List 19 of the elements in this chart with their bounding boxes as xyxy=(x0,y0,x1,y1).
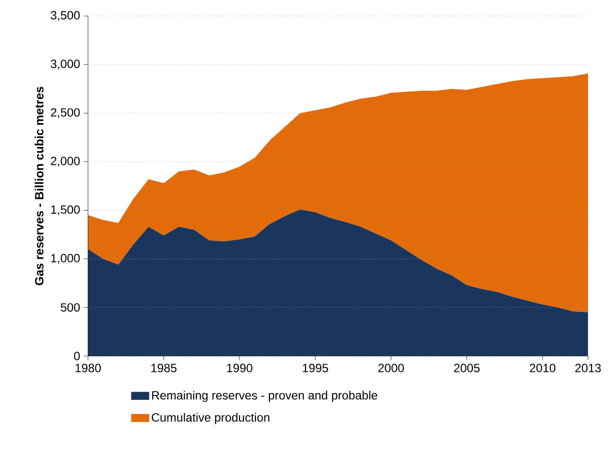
y-tick-label: 1,500 xyxy=(51,205,80,216)
x-tick-label: 1985 xyxy=(151,364,177,372)
x-tick-label: 2000 xyxy=(378,364,404,372)
y-tick-label: 3,500 xyxy=(50,11,80,21)
x-tick-label: 2013 xyxy=(575,364,601,372)
x-tick-label: 1990 xyxy=(227,364,252,372)
x-tick-label: 1995 xyxy=(302,364,328,372)
y-tick-label: 500 xyxy=(60,303,80,312)
y-tick-label: 2,500 xyxy=(50,108,80,118)
x-tick-label: 1980 xyxy=(76,364,101,372)
y-tick-label: 0 xyxy=(74,352,80,360)
x-tick-label: 2010 xyxy=(530,364,556,372)
y-axis-title: Gas reserves - Billion cubic metres xyxy=(34,86,44,286)
y-tick-label: 2,000 xyxy=(50,156,80,167)
legend-label: Cumulative production xyxy=(152,412,270,424)
y-tick-label: 3,000 xyxy=(50,60,80,70)
y-tick-label: 1,000 xyxy=(51,254,80,264)
legend-label: Remaining reserves - proven and probable xyxy=(152,390,378,402)
x-tick-label: 2005 xyxy=(454,364,480,372)
